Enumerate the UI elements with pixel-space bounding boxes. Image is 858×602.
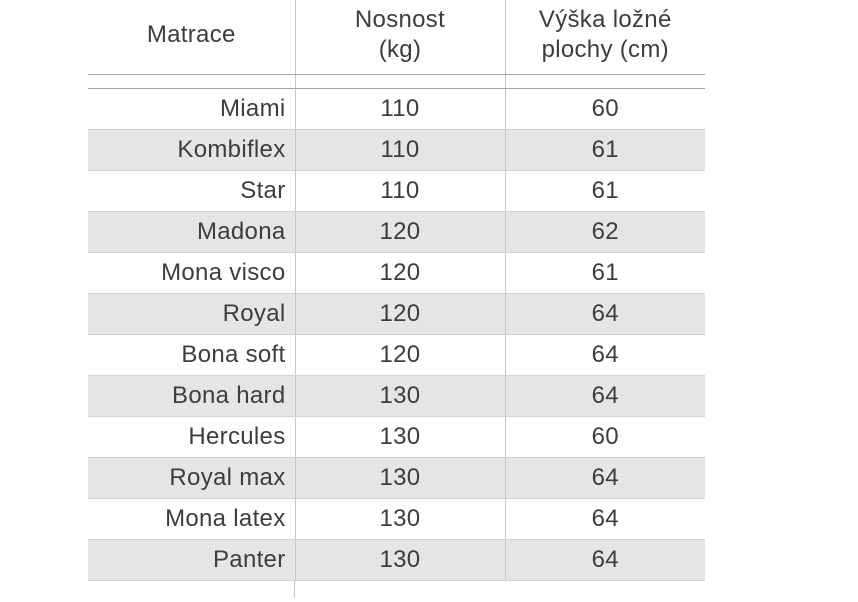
capacity-cell: 130 (294, 416, 505, 458)
table-row: Mona latex 130 64 (88, 498, 705, 540)
spacer-cell (294, 74, 505, 89)
capacity-cell: 130 (294, 498, 505, 540)
capacity-cell: 110 (294, 170, 505, 212)
height-cell: 64 (504, 457, 705, 499)
column-divider-stub (294, 580, 295, 598)
capacity-cell: 120 (294, 293, 505, 335)
table-row: Bona hard 130 64 (88, 375, 705, 417)
height-cell: 61 (504, 170, 705, 212)
mattress-name-cell: Bona hard (88, 375, 295, 417)
capacity-cell: 130 (294, 539, 505, 581)
height-cell: 64 (504, 334, 705, 376)
capacity-cell: 120 (294, 334, 505, 376)
mattress-name-cell: Star (88, 170, 295, 212)
height-cell: 64 (504, 539, 705, 581)
table-row: Madona 120 62 (88, 211, 705, 253)
table-row: Panter 130 64 (88, 539, 705, 581)
capacity-cell: 120 (294, 211, 505, 253)
mattress-name-cell: Panter (88, 539, 295, 581)
table-row: Kombiflex 110 61 (88, 129, 705, 171)
capacity-cell: 130 (294, 457, 505, 499)
height-cell: 64 (504, 375, 705, 417)
table-row: Royal 120 64 (88, 293, 705, 335)
table-row: Star 110 61 (88, 170, 705, 212)
height-cell: 62 (504, 211, 705, 253)
table-row: Miami 110 60 (88, 88, 705, 130)
mattress-name-cell: Mona latex (88, 498, 295, 540)
mattress-name-cell: Royal (88, 293, 295, 335)
mattress-name-cell: Mona visco (88, 252, 295, 294)
mattress-name-cell: Royal max (88, 457, 295, 499)
spacer-cell (504, 74, 705, 89)
mattress-table: Matrace Nosnost (kg) Výška ložné plochy … (88, 0, 705, 581)
capacity-cell: 110 (294, 88, 505, 130)
table-row: Bona soft 120 64 (88, 334, 705, 376)
capacity-cell: 110 (294, 129, 505, 171)
height-cell: 64 (504, 498, 705, 540)
capacity-cell: 120 (294, 252, 505, 294)
header-row: Matrace Nosnost (kg) Výška ložné plochy … (88, 0, 705, 75)
table-row: Royal max 130 64 (88, 457, 705, 499)
header-nosnost: Nosnost (kg) (294, 0, 505, 75)
capacity-cell: 130 (294, 375, 505, 417)
header-matrace: Matrace (88, 0, 295, 75)
table-row: Hercules 130 60 (88, 416, 705, 458)
header-spacer-row (88, 74, 705, 89)
mattress-name-cell: Kombiflex (88, 129, 295, 171)
mattress-name-cell: Hercules (88, 416, 295, 458)
table-row: Mona visco 120 61 (88, 252, 705, 294)
mattress-name-cell: Madona (88, 211, 295, 253)
height-cell: 60 (504, 88, 705, 130)
height-cell: 61 (504, 129, 705, 171)
height-cell: 61 (504, 252, 705, 294)
mattress-name-cell: Miami (88, 88, 295, 130)
header-vyska: Výška ložné plochy (cm) (504, 0, 705, 75)
table-container: Matrace Nosnost (kg) Výška ložné plochy … (88, 0, 705, 598)
spacer-cell (88, 74, 295, 89)
height-cell: 60 (504, 416, 705, 458)
height-cell: 64 (504, 293, 705, 335)
mattress-name-cell: Bona soft (88, 334, 295, 376)
